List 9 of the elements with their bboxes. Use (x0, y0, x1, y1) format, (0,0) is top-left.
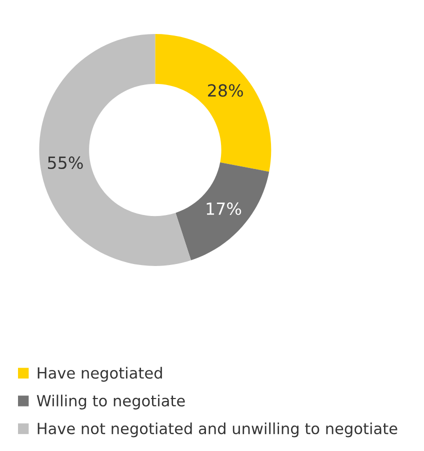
data-label: 28% (208, 84, 243, 97)
data-label: 17% (206, 202, 242, 216)
donut-slice (176, 162, 270, 260)
donut-slice (155, 34, 272, 172)
legend-label: Have negotiated (38, 366, 162, 382)
legend-label: Willing to negotiate (36, 394, 185, 410)
donut-slice (39, 34, 192, 266)
data-label: 55% (48, 156, 83, 170)
legend-label: Have not negotiated and unwilling to negotiate (38, 422, 398, 438)
